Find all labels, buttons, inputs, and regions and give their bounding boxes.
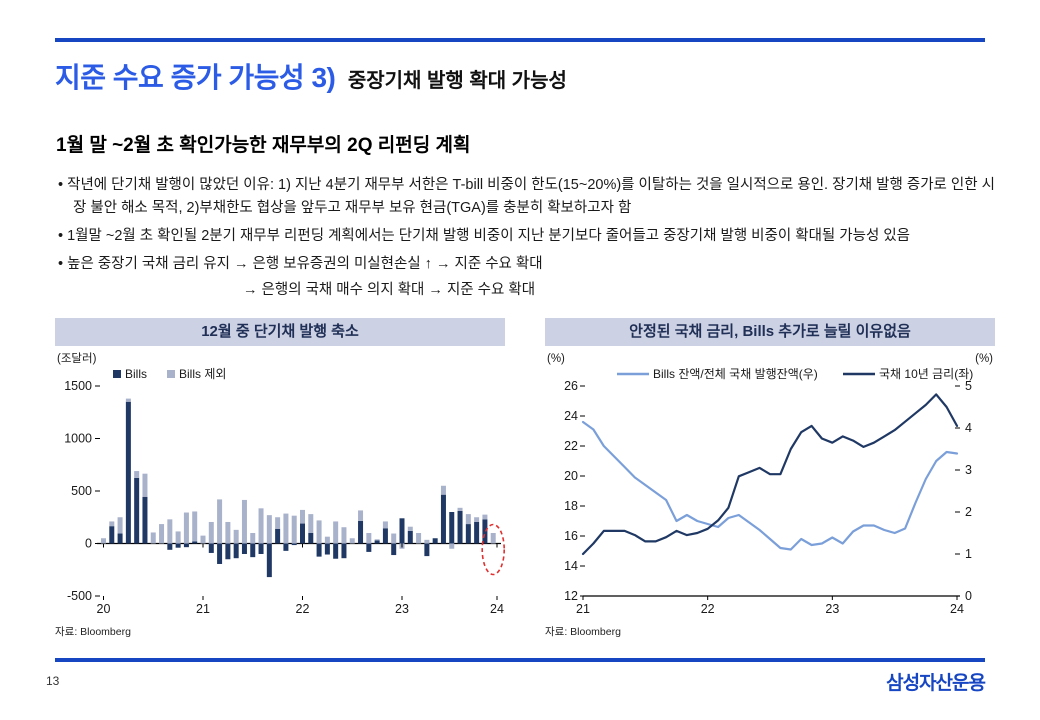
line-chart-rates-bills-share: (%) (%) Bills 잔액/전체 국채 발행잔액(우) 국채 10년 금리(좌)… <box>547 353 993 616</box>
svg-text:16: 16 <box>564 529 578 543</box>
svg-text:Bills: Bills <box>125 367 147 381</box>
svg-text:500: 500 <box>71 484 92 498</box>
svg-text:Bills 잔액/전체 국채 발행잔액(우): Bills 잔액/전체 국채 발행잔액(우) <box>653 366 818 381</box>
svg-text:22: 22 <box>296 602 310 616</box>
svg-text:1000: 1000 <box>64 432 92 446</box>
bottom-divider <box>55 658 985 662</box>
svg-text:18: 18 <box>564 499 578 513</box>
svg-text:-500: -500 <box>67 589 92 603</box>
page-title-sub: 중장기채 발행 확대 가능성 <box>347 70 567 92</box>
svg-text:22: 22 <box>701 602 715 616</box>
svg-text:21: 21 <box>196 602 210 616</box>
company-logo: 삼성자산운용 <box>886 673 986 694</box>
chart-source-left: 자료: Bloomberg <box>55 626 131 638</box>
svg-text:(%): (%) <box>975 353 993 365</box>
svg-text:0: 0 <box>965 589 972 603</box>
svg-text:1: 1 <box>965 547 972 561</box>
svg-text:14: 14 <box>564 559 578 573</box>
svg-text:2: 2 <box>965 505 972 519</box>
svg-text:0: 0 <box>85 537 92 551</box>
svg-text:5: 5 <box>965 379 972 393</box>
bar-chart-bills-issuance: (조달러) Bills Bills 제외 1500 1000 500 0 -500 20 21 22… <box>57 351 505 616</box>
bullet-item: 높은 중장기 국채 금리 유지 → 은행 보유증권의 미실현손실 ↑ → 지준 … <box>58 253 996 276</box>
svg-text:21: 21 <box>576 602 590 616</box>
bullet-continuation: → 은행의 국채 매수 의지 확대 → 지준 수요 확대 <box>243 282 536 298</box>
svg-text:26: 26 <box>564 379 578 393</box>
bullet-item: 작년에 단기채 발행이 많았던 이유: 1) 지난 4분기 재무부 서한은 T-… <box>58 174 996 220</box>
svg-text:(%): (%) <box>547 353 565 365</box>
bullet-item: 1월말 ~2월 초 확인될 2분기 재무부 리펀딩 계획에서는 단기채 발행 비… <box>58 225 996 248</box>
page-title-accent: 지준 수요 증가 가능성 3) <box>55 62 336 93</box>
svg-text:국채 10년 금리(좌): 국채 10년 금리(좌) <box>879 367 973 381</box>
svg-text:24: 24 <box>950 602 964 616</box>
chart-source-right: 자료: Bloomberg <box>545 626 621 638</box>
svg-text:1500: 1500 <box>64 379 92 393</box>
chart-header-left: 12월 중 단기채 발행 축소 <box>55 318 505 346</box>
svg-text:Bills 제외: Bills 제외 <box>179 367 226 381</box>
svg-text:20: 20 <box>564 469 578 483</box>
svg-text:(조달러): (조달러) <box>57 351 97 365</box>
section-subtitle: 1월 말 ~2월 초 확인가능한 재무부의 2Q 리펀딩 계획 <box>56 135 471 156</box>
chart-panel-right: 안정된 국채 금리, Bills 추가로 늘릴 이유없음 (%) (%) Bills… <box>545 318 995 639</box>
top-divider <box>55 38 985 42</box>
svg-text:12: 12 <box>564 589 578 603</box>
svg-text:3: 3 <box>965 463 972 477</box>
page-title: 지준 수요 증가 가능성 3) 중장기채 발행 확대 가능성 <box>55 56 985 96</box>
svg-text:24: 24 <box>564 409 578 423</box>
svg-text:23: 23 <box>825 602 839 616</box>
svg-text:22: 22 <box>564 439 578 453</box>
page-number: 13 <box>46 674 60 688</box>
chart-panel-left: 12월 중 단기채 발행 축소 (조달러) Bills Bills 제외 1500 10… <box>55 318 505 639</box>
svg-text:24: 24 <box>490 602 504 616</box>
svg-text:4: 4 <box>965 421 972 435</box>
chart-header-right: 안정된 국채 금리, Bills 추가로 늘릴 이유없음 <box>545 318 995 346</box>
svg-text:20: 20 <box>97 602 111 616</box>
bullet-list: 작년에 단기채 발행이 많았던 이유: 1) 지난 4분기 재무부 서한은 T-… <box>58 174 996 302</box>
svg-text:23: 23 <box>395 602 409 616</box>
